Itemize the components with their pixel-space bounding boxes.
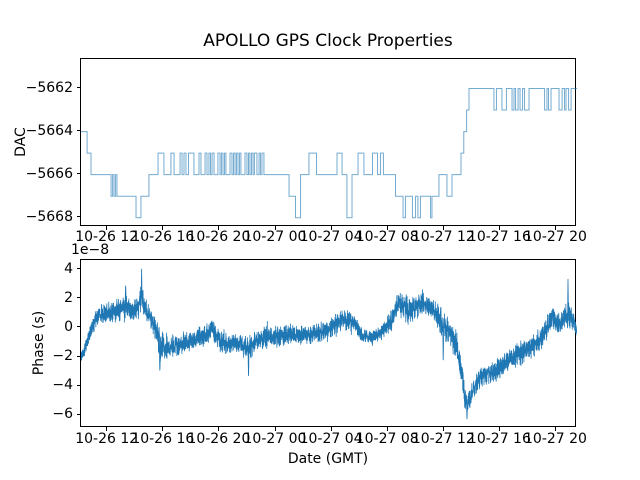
y-tick: [76, 297, 80, 299]
x-tick: [498, 427, 500, 431]
dac-plot-area: [80, 58, 577, 227]
phase-line-canvas: [81, 260, 577, 428]
x-tick-label: 10-27 00: [243, 430, 307, 447]
y-tick-label: −2: [52, 348, 73, 365]
y-tick: [76, 87, 80, 88]
x-tick: [218, 226, 220, 230]
x-tick-label: 10-26 20: [187, 430, 251, 447]
x-tick-label: 10-27 16: [467, 430, 531, 447]
x-tick-label: 10-27 04: [299, 430, 363, 447]
y-tick: [76, 216, 80, 218]
y-tick-label: −6: [52, 406, 73, 423]
x-tick-label: 10-26 16: [131, 430, 195, 447]
x-tick-label: 10-27 00: [243, 229, 307, 245]
y-tick: [76, 413, 80, 415]
x-tick-label: 10-27 12: [411, 430, 475, 447]
x-tick: [330, 226, 332, 230]
y-tick-label: −5664: [25, 122, 73, 139]
y-tick-label: −5668: [25, 208, 73, 225]
x-tick: [555, 427, 556, 431]
y-tick: [76, 326, 80, 328]
x-tick: [498, 226, 500, 230]
y-tick-label: −5662: [25, 79, 73, 96]
y-tick: [76, 268, 80, 270]
phase-y-axis-label: Phase (s): [31, 310, 47, 376]
x-tick: [162, 427, 164, 431]
x-tick-label: 10-26 12: [75, 430, 139, 447]
x-tick-label: 10-27 12: [411, 229, 475, 245]
x-tick: [106, 226, 108, 230]
x-tick-label: 10-27 20: [524, 430, 587, 447]
x-tick: [442, 226, 444, 230]
chart-title: APOLLO GPS Clock Properties: [203, 31, 453, 51]
x-tick: [218, 427, 220, 431]
y-tick-label: 2: [64, 289, 73, 306]
x-tick-label: 10-26 12: [75, 229, 139, 245]
x-tick: [386, 226, 388, 230]
x-tick-label: 10-27 16: [467, 229, 531, 245]
y-tick-label: −4: [52, 377, 73, 394]
x-tick-label: 10-26 16: [131, 229, 195, 245]
y-tick: [76, 384, 80, 386]
x-tick: [162, 226, 164, 230]
x-axis-label: Date (GMT): [287, 451, 369, 467]
x-tick: [555, 226, 556, 230]
x-tick: [386, 427, 388, 431]
x-tick-label: 10-27 08: [355, 430, 419, 447]
x-tick-label: 10-26 20: [187, 229, 251, 245]
y-tick-label: 4: [64, 260, 73, 277]
phase-offset-text: 1e−8: [71, 242, 110, 258]
y-tick-label: −5666: [25, 165, 73, 182]
x-tick: [106, 427, 108, 431]
x-tick-label: 10-27 04: [299, 229, 363, 245]
y-tick: [76, 130, 80, 132]
x-tick-label: 10-27 08: [355, 229, 419, 245]
y-tick: [76, 355, 80, 357]
phase-plot-area: [80, 259, 577, 428]
x-tick: [442, 427, 444, 431]
x-tick-label: 10-27 20: [524, 229, 587, 245]
y-tick-label: 0: [64, 318, 73, 335]
y-tick: [76, 173, 80, 175]
x-tick: [274, 226, 276, 230]
dac-line-canvas: [81, 59, 577, 227]
x-tick: [330, 427, 332, 431]
x-tick: [274, 427, 276, 431]
